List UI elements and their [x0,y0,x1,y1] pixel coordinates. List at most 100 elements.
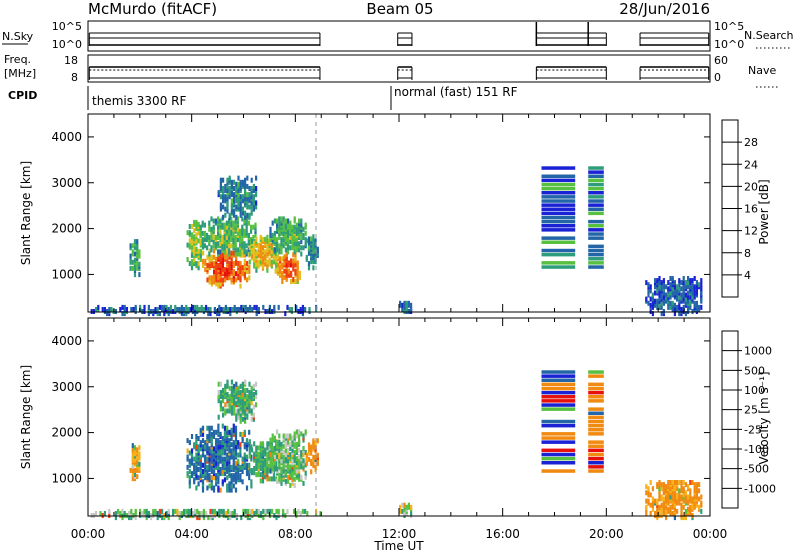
data-cell [268,508,271,514]
colorbar-tick-label: 1000 [744,345,772,358]
data-cell [199,238,202,244]
data-cell [257,243,260,248]
freq-tick-bottom: 8 [71,71,78,84]
y-tick-label: 3000 [51,380,82,394]
beam-label: Beam 05 [366,0,433,18]
data-cell [279,256,282,262]
data-cell [228,186,231,191]
data-cell [305,461,308,466]
data-cell [237,260,240,266]
data-cell [217,273,220,279]
data-cell [233,212,236,218]
data-cell [133,472,137,477]
data-cell [176,508,179,514]
data-cell [262,508,265,514]
data-cell [304,508,307,514]
data-band [588,211,604,216]
data-cell [287,243,290,249]
data-cell [280,216,283,222]
data-cell [282,237,285,243]
data-cell [189,307,192,312]
data-cell [213,307,216,312]
data-cell [667,500,670,506]
data-cell [197,444,200,450]
data-cell [293,237,296,243]
data-cell [136,447,139,453]
data-cell [239,398,242,404]
data-cell [219,400,222,406]
data-cell [239,283,242,289]
data-cell [223,429,227,435]
data-band [588,428,604,432]
data-cell [206,277,209,283]
data-cell [219,487,222,493]
data-cell [235,277,238,283]
data-cell [289,441,292,447]
data-cell [214,235,217,240]
data-cell [651,496,654,502]
data-band [541,203,576,207]
data-cell [187,307,190,312]
data-cell [307,442,311,448]
data-cell [665,515,668,521]
data-cell [253,257,256,263]
data-cell [298,218,301,224]
data-cell [223,245,226,251]
data-cell [410,307,413,312]
data-cell [255,200,258,206]
data-cell [660,494,663,500]
data-cell [241,431,244,437]
data-cell [298,476,301,482]
data-band [588,456,604,461]
data-cell [200,304,203,310]
data-cell [689,480,692,485]
data-cell [129,243,132,249]
data-cell [248,192,251,198]
data-cell [239,448,242,454]
data-cell [289,456,292,462]
data-cell [243,462,246,468]
data-cell [691,282,694,288]
data-cell [667,304,670,310]
cpid-segment-2: normal (fast) 151 RF [394,85,518,99]
data-cell [99,511,102,516]
data-cell [278,243,281,249]
data-cell [297,508,300,514]
data-cell [257,259,260,265]
data-cell [689,504,692,510]
data-cell [186,257,189,262]
data-band [541,166,576,170]
data-cell [145,508,148,514]
data-cell [302,226,305,232]
data-cell [695,288,698,294]
data-cell [241,408,244,414]
data-cell [665,284,668,290]
x-tick-label: 12:00 [382,527,417,541]
data-cell [241,464,244,470]
data-cell [691,294,694,300]
data-band [541,199,576,203]
data-band [588,423,604,428]
data-cell [302,445,305,451]
data-cell [233,394,236,400]
data-cell [205,511,208,516]
data-cell [651,292,654,298]
data-cell [210,469,213,474]
data-cell [678,494,681,500]
data-cell [225,228,228,234]
data-cell [287,433,290,439]
data-cell [195,232,198,238]
data-cell [228,267,231,273]
data-band [588,166,604,170]
data-cell [245,471,249,477]
data-cell [302,232,305,238]
data-cell [268,449,271,455]
data-band [541,178,576,183]
data-cell [691,290,694,296]
colorbar-tick-label: 16 [744,203,758,216]
data-cell [174,304,177,310]
data-cell [278,224,281,230]
data-cell [226,254,229,260]
data-cell [237,471,240,477]
data-cell [678,294,681,300]
